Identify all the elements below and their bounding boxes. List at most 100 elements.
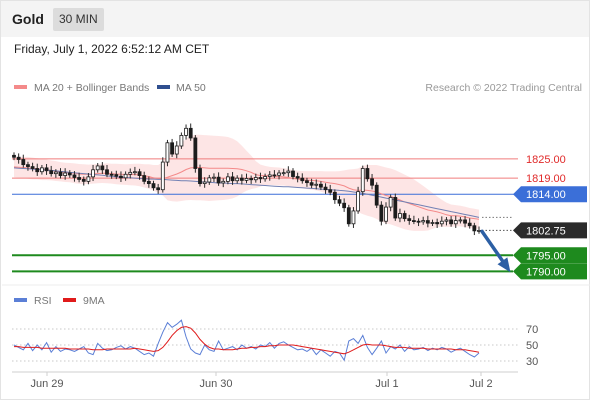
candle-body bbox=[12, 154, 16, 158]
candle-body bbox=[411, 220, 416, 222]
candle-body bbox=[81, 179, 86, 182]
current-price-tag: 1802.75 bbox=[513, 222, 587, 239]
candle bbox=[398, 208, 402, 223]
candle-body bbox=[119, 175, 123, 179]
candle-body bbox=[365, 168, 370, 180]
candle-body bbox=[309, 182, 314, 186]
candle-body bbox=[179, 134, 184, 147]
candle-body bbox=[360, 168, 365, 193]
candle bbox=[430, 219, 435, 227]
candle bbox=[463, 216, 467, 228]
level-tag-bg bbox=[513, 263, 587, 280]
candle bbox=[458, 217, 463, 224]
timeframe-badge[interactable]: 30 MIN bbox=[53, 8, 104, 31]
candle bbox=[160, 157, 165, 193]
candle-body bbox=[472, 225, 477, 232]
rsi-legend-label: RSI bbox=[34, 295, 52, 307]
candle bbox=[374, 182, 379, 209]
candle-body bbox=[198, 168, 202, 185]
candle-body bbox=[53, 171, 58, 175]
level-label-1819.00: 1819.00 bbox=[526, 173, 566, 185]
candle bbox=[123, 171, 128, 181]
candle bbox=[114, 170, 119, 180]
candle-body bbox=[49, 170, 54, 175]
candle bbox=[165, 139, 170, 167]
candle-body bbox=[323, 186, 328, 191]
candle bbox=[128, 168, 133, 179]
candle bbox=[230, 172, 235, 185]
x-axis: Jun 29 Jun 30 Jul 1 Jul 2 bbox=[30, 372, 493, 390]
candle bbox=[53, 169, 58, 178]
candle-body bbox=[477, 229, 481, 232]
candle bbox=[453, 215, 458, 228]
candle bbox=[425, 215, 430, 228]
candle bbox=[235, 175, 240, 184]
level-label-1790.00: 1790.00 bbox=[526, 266, 566, 278]
candle bbox=[379, 201, 384, 226]
level-label-1825.00: 1825.00 bbox=[526, 154, 566, 166]
rsi-tick-label-70: 70 bbox=[526, 324, 538, 336]
candle-body bbox=[421, 220, 426, 223]
candle bbox=[67, 170, 72, 178]
ma20-legend-label: MA 20 + Bollinger Bands bbox=[34, 82, 149, 94]
candlesticks bbox=[12, 123, 481, 236]
candle-body bbox=[26, 164, 30, 167]
candle-body bbox=[30, 166, 35, 169]
candle-body bbox=[467, 222, 472, 227]
candle bbox=[435, 218, 440, 228]
candle bbox=[16, 153, 21, 164]
candle bbox=[151, 180, 156, 191]
candle-body bbox=[202, 181, 207, 185]
chart-header: Gold 30 MIN bbox=[1, 1, 589, 37]
candle bbox=[267, 171, 272, 181]
candle bbox=[137, 168, 142, 180]
candle-body bbox=[225, 176, 230, 182]
candle bbox=[277, 170, 281, 180]
level-tag-bg bbox=[513, 186, 587, 203]
candle bbox=[402, 210, 407, 222]
candle bbox=[416, 218, 421, 227]
level-label-1795.00: 1795.00 bbox=[526, 250, 566, 262]
credit-text: Research © 2022 Trading Central bbox=[425, 82, 582, 94]
candle bbox=[174, 141, 179, 159]
candle bbox=[300, 173, 305, 184]
candle bbox=[365, 164, 370, 182]
candle bbox=[328, 184, 333, 196]
x-tick-label-Jun-30: Jun 30 bbox=[199, 378, 232, 390]
candle bbox=[86, 173, 91, 185]
ma9-legend-swatch bbox=[63, 298, 76, 302]
candle bbox=[95, 163, 100, 173]
candle bbox=[202, 177, 207, 188]
candle bbox=[100, 162, 105, 174]
candle bbox=[249, 175, 254, 184]
candle-body bbox=[249, 178, 254, 181]
candle bbox=[281, 168, 286, 176]
current-price-bg bbox=[513, 222, 587, 239]
candle-body bbox=[95, 165, 100, 171]
candle-body bbox=[151, 183, 156, 189]
candle-body bbox=[305, 180, 309, 184]
candle-body bbox=[388, 197, 393, 208]
candle-body bbox=[314, 183, 319, 186]
candle-body bbox=[370, 178, 374, 186]
rsi-legend-swatch bbox=[14, 298, 27, 302]
candle-body bbox=[439, 220, 444, 225]
candle-body bbox=[160, 161, 165, 191]
candle-body bbox=[253, 177, 258, 181]
candle-body bbox=[86, 176, 91, 182]
rsi-tick-label-30: 30 bbox=[526, 356, 538, 368]
candle bbox=[272, 170, 277, 179]
candle-body bbox=[430, 222, 435, 224]
candle-body bbox=[137, 171, 142, 176]
candle-body bbox=[272, 174, 277, 177]
candle-body bbox=[379, 204, 384, 222]
candle bbox=[449, 216, 454, 227]
candle-body bbox=[35, 168, 40, 173]
candle-body bbox=[165, 142, 170, 163]
level-tag-bg bbox=[513, 247, 587, 264]
candle bbox=[30, 162, 35, 172]
candle bbox=[91, 164, 95, 182]
candle bbox=[407, 214, 412, 225]
candle-body bbox=[398, 213, 402, 219]
candle bbox=[370, 173, 374, 190]
